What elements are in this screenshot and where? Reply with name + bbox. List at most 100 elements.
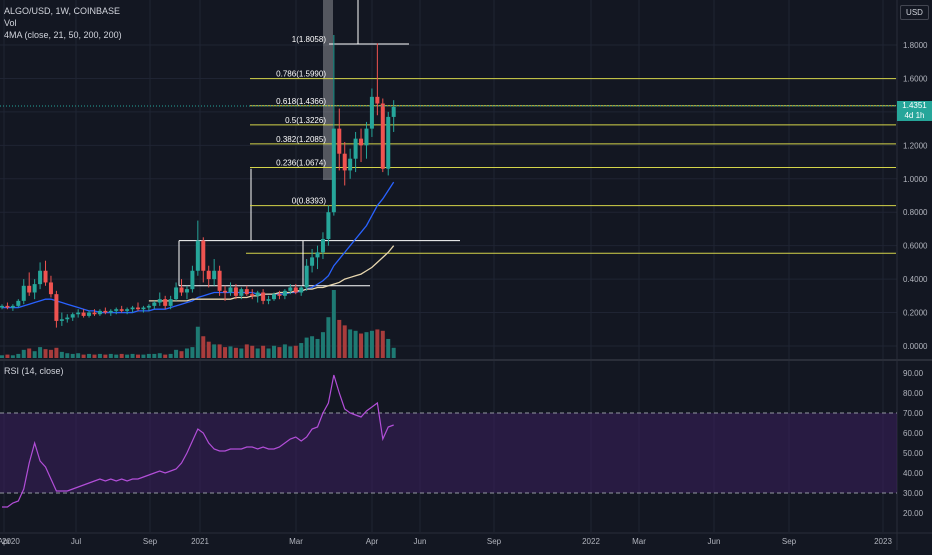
candle-body <box>157 299 162 303</box>
candle-body <box>310 257 315 266</box>
volume-bar <box>369 330 374 358</box>
volume-bar <box>304 337 309 358</box>
volume-bar <box>81 354 86 358</box>
candle-body <box>331 128 336 213</box>
candle-body <box>184 289 189 293</box>
volume-bar <box>386 338 391 358</box>
time-tick-label: Jun <box>708 537 721 546</box>
candle-body <box>146 305 151 308</box>
candle-body <box>326 212 331 239</box>
candle-body <box>0 305 4 308</box>
volume-bar <box>320 332 325 358</box>
candle-body <box>369 96 374 129</box>
time-tick-label: 2022 <box>582 537 600 546</box>
volume-bar <box>282 344 287 358</box>
volume-bar <box>223 347 228 358</box>
volume-bar <box>10 355 15 358</box>
candle-body <box>125 309 130 311</box>
candle-body <box>342 153 347 171</box>
volume-bar <box>391 347 396 358</box>
symbol-legend: ALGO/USD, 1W, COINBASE <box>4 6 121 16</box>
volume-bar <box>141 354 146 358</box>
time-tick-label: Sep <box>143 537 158 546</box>
volume-bar <box>299 343 304 358</box>
candle-body <box>228 287 233 293</box>
volume-bar <box>174 349 179 358</box>
volume-bar <box>277 347 282 358</box>
candle-body <box>27 285 32 293</box>
candle-body <box>201 240 206 271</box>
candle-body <box>348 158 353 171</box>
volume-bar <box>114 354 119 358</box>
candle-body <box>130 307 135 310</box>
candle-body <box>255 292 260 296</box>
rsi-line <box>2 374 394 508</box>
volume-bar <box>288 346 293 358</box>
price-tick-label: 0.8000 <box>903 208 928 217</box>
volume-bar <box>87 353 92 358</box>
rsi-tick-label: 80.00 <box>903 389 924 398</box>
rsi-band <box>0 413 897 493</box>
highlight-column <box>323 0 333 180</box>
candle-body <box>81 312 86 316</box>
volume-bar <box>201 336 206 358</box>
volume-bar <box>146 353 151 358</box>
price-tick-label: 1.0000 <box>903 175 928 184</box>
volume-bar <box>125 354 130 358</box>
fib-level-label: 1(1.8058) <box>292 35 327 44</box>
candle-body <box>277 294 282 296</box>
fib-level-label: 0.382(1.2085) <box>276 135 326 144</box>
last-price-countdown: 4d 1h <box>904 111 925 120</box>
fib-level-label: 0(0.8393) <box>292 197 327 206</box>
volume-bar <box>266 348 271 358</box>
fib-level-label: 0.236(1.0674) <box>276 159 326 168</box>
volume-bar <box>163 354 168 358</box>
candle-body <box>288 287 293 291</box>
volume-bar <box>5 354 10 358</box>
candle-body <box>375 96 380 104</box>
candle-body <box>386 116 391 169</box>
rsi-tick-label: 50.00 <box>903 449 924 458</box>
candle-body <box>217 270 222 291</box>
candle-body <box>103 310 108 313</box>
volume-bar <box>331 290 336 358</box>
volume-bar <box>233 347 238 358</box>
time-tick-label: Mar <box>632 537 646 546</box>
candle-body <box>359 138 364 146</box>
volume-bar <box>59 351 64 358</box>
candle-body <box>233 287 238 296</box>
candle-body <box>76 312 81 315</box>
volume-bar <box>293 345 298 358</box>
ma-slow-line <box>148 245 395 302</box>
volume-bar <box>272 345 276 358</box>
volume-bar <box>217 344 222 358</box>
volume-bar <box>168 353 173 358</box>
ma-legend: 4MA (close, 21, 50, 200, 200) <box>4 30 122 40</box>
volume-bar <box>179 351 184 358</box>
candle-body <box>65 317 70 320</box>
currency-button[interactable]: USD <box>900 5 929 20</box>
volume-bar <box>380 330 385 358</box>
fib-level-label: 0.5(1.3226) <box>285 116 326 125</box>
volume-bar <box>342 325 347 358</box>
volume-bar <box>310 336 315 358</box>
candle-body <box>92 312 97 315</box>
volume-bar <box>76 353 81 358</box>
candle-body <box>174 287 179 300</box>
fib-level-label: 0.786(1.5990) <box>276 70 326 79</box>
volume-bar <box>375 329 380 358</box>
time-tick-label: Sep <box>487 537 502 546</box>
candle-body <box>152 302 157 306</box>
candle-body <box>266 299 271 301</box>
candle-body <box>114 309 119 311</box>
volume-bar <box>206 341 211 358</box>
candle-body <box>5 305 10 308</box>
volume-bar <box>136 354 140 358</box>
candle-body <box>163 299 168 306</box>
candle-body <box>206 270 211 280</box>
rsi-tick-label: 30.00 <box>903 489 924 498</box>
candle-body <box>97 310 102 315</box>
candle-body <box>244 289 249 295</box>
volume-bar <box>157 353 162 358</box>
